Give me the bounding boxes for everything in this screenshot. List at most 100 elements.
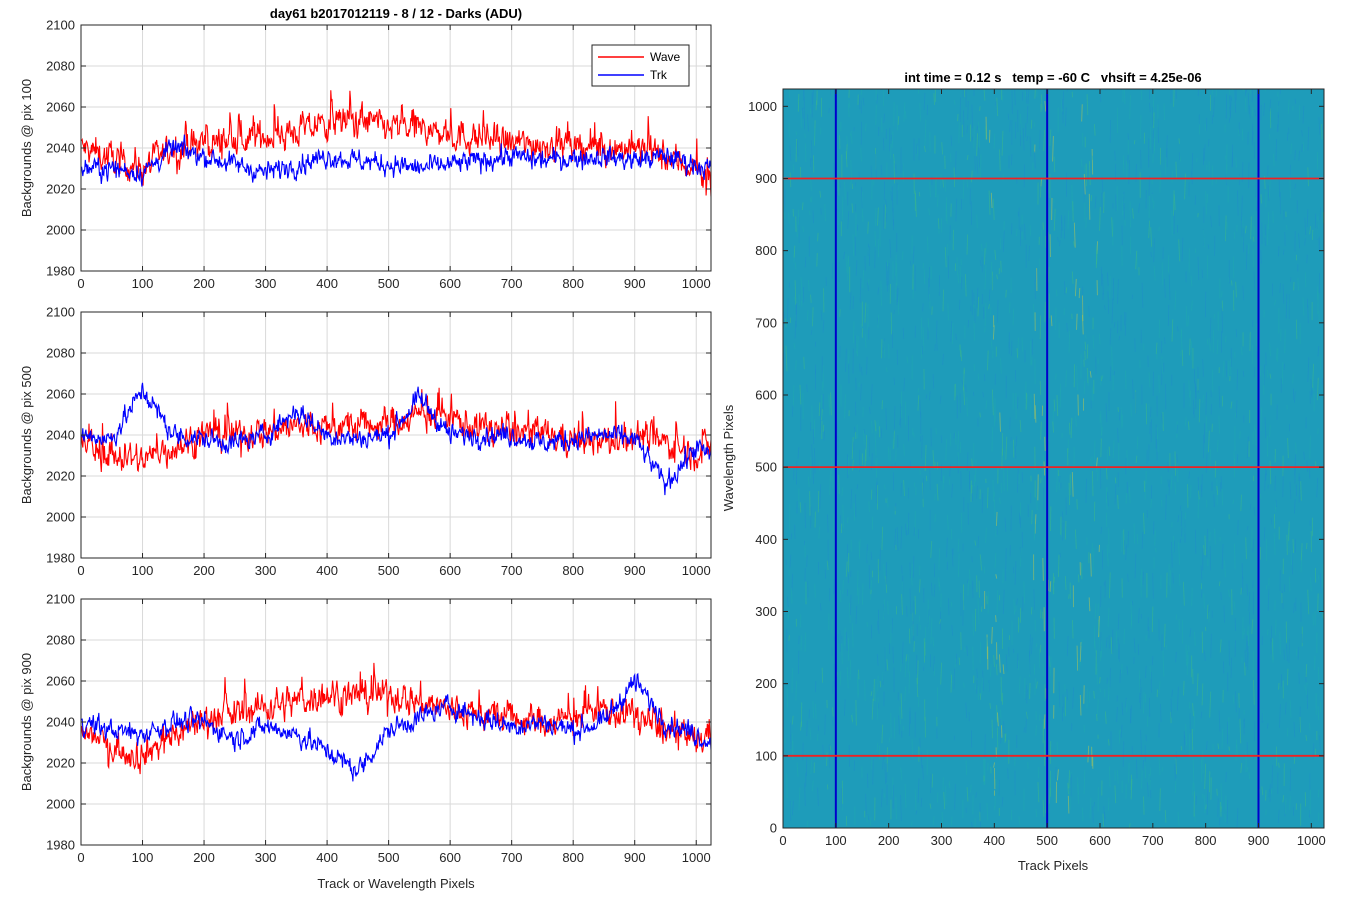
heatmap-streak — [1282, 283, 1285, 304]
heatmap-streak — [997, 712, 999, 727]
heatmap-streak — [838, 179, 841, 189]
heatmap-streak — [1104, 711, 1107, 724]
heatmap-streak — [1191, 152, 1194, 175]
heatmap-streak — [791, 715, 794, 725]
heatmap-streak — [1109, 328, 1112, 345]
heatmap-streak — [1070, 417, 1073, 439]
heatmap-streak — [1168, 274, 1171, 301]
heatmap-streak — [1245, 635, 1248, 652]
heatmap-streak — [1188, 471, 1191, 480]
heatmap-streak — [996, 299, 999, 323]
heatmap-streak — [903, 480, 905, 497]
heatmap-streak — [899, 706, 902, 725]
heatmap-streak — [1114, 785, 1117, 804]
y-tick-label: 2100 — [46, 305, 75, 320]
y-tick-label: 200 — [755, 676, 777, 691]
heatmap-streak — [788, 212, 790, 224]
heatmap-streak — [783, 311, 786, 327]
heatmap-streak — [1092, 548, 1095, 574]
heatmap-streak — [1100, 526, 1103, 534]
heatmap-streak — [1117, 494, 1119, 510]
heatmap-streak — [909, 562, 911, 579]
x-axis-label: Track Pixels — [1018, 858, 1089, 873]
x-tick-label: 600 — [439, 563, 461, 578]
heatmap-streak — [917, 387, 920, 393]
heatmap-streak — [1074, 278, 1077, 297]
heatmap-streak — [1171, 689, 1174, 698]
heatmap-streak — [849, 291, 852, 310]
heatmap-streak — [1154, 530, 1156, 546]
heatmap-streak — [1092, 471, 1094, 497]
heatmap-streak — [1173, 89, 1175, 107]
heatmap-streak — [1318, 237, 1320, 252]
heatmap-streak — [845, 144, 848, 160]
heatmap-streak — [1298, 476, 1301, 503]
heatmap-streak — [939, 395, 942, 404]
heatmap-streak — [1264, 89, 1266, 92]
heatmap-streak — [981, 493, 984, 514]
heatmap-streak — [809, 197, 812, 203]
heatmap-streak — [1135, 250, 1138, 270]
heatmap-streak — [1206, 338, 1209, 345]
heatmap-streak — [851, 715, 853, 722]
heatmap-streak — [1231, 152, 1233, 168]
heatmap-streak — [1159, 170, 1162, 193]
heatmap-streak — [1244, 650, 1247, 668]
heatmap-streak — [1097, 619, 1100, 637]
y-tick-label: 2020 — [46, 756, 75, 771]
heatmap-streak — [1260, 407, 1263, 432]
heatmap-streak — [979, 554, 982, 564]
heatmap-streak — [1128, 159, 1131, 185]
heatmap-streak — [851, 436, 854, 460]
heatmap-streak — [1127, 573, 1129, 582]
heatmap-streak — [995, 615, 997, 623]
heatmap-streak — [1298, 233, 1301, 249]
heatmap-streak — [1024, 91, 1027, 97]
heatmap-streak — [1318, 117, 1321, 135]
heatmap-streak — [1056, 467, 1059, 492]
heatmap-streak — [1071, 184, 1073, 211]
heatmap-streak — [784, 189, 786, 213]
y-axis-label: Backgrounds @ pix 900 — [19, 653, 34, 791]
heatmap-streak — [1178, 138, 1180, 144]
y-axis-label: Backgrounds @ pix 100 — [19, 79, 34, 217]
heatmap-streak — [1153, 265, 1156, 281]
heatmap-streak — [1312, 381, 1315, 391]
heatmap-streak — [985, 400, 988, 410]
heatmap-streak — [845, 561, 848, 577]
heatmap-streak — [1219, 639, 1222, 653]
y-tick-label: 400 — [755, 532, 777, 547]
heatmap-streak — [1264, 416, 1267, 439]
heatmap-streak — [1191, 587, 1193, 606]
heatmap-streak — [1029, 225, 1032, 236]
heatmap-streak — [1246, 630, 1249, 636]
heatmap-streak — [971, 104, 974, 129]
heatmap-streak — [994, 249, 997, 260]
heatmap-streak — [884, 484, 886, 490]
y-tick-label: 2000 — [46, 223, 75, 238]
heatmap-streak — [830, 392, 832, 416]
heatmap-streak — [1191, 781, 1194, 796]
heatmap-streak — [1009, 120, 1011, 133]
heatmap-streak — [1236, 744, 1239, 757]
heatmap-streak — [896, 105, 899, 131]
heatmap-streak — [1035, 725, 1038, 736]
heatmap-streak — [1185, 305, 1188, 327]
heatmap-streak — [804, 133, 807, 139]
heatmap-streak — [1175, 652, 1177, 663]
heatmap-streak — [1274, 299, 1276, 306]
heatmap-streak — [1083, 174, 1086, 195]
y-tick-label: 2080 — [46, 59, 75, 74]
heatmap-streak — [1064, 575, 1067, 590]
heatmap-streak — [1322, 613, 1324, 619]
heatmap-streak — [1150, 251, 1153, 257]
heatmap-streak — [1273, 532, 1276, 555]
heatmap-streak — [1117, 407, 1119, 412]
heatmap-streak — [1252, 539, 1255, 553]
heatmap-streak — [1282, 249, 1285, 255]
heatmap-streak — [1136, 533, 1139, 544]
heatmap-streak — [1156, 426, 1159, 453]
heatmap-streak — [795, 131, 798, 136]
heatmap-streak — [1250, 216, 1252, 240]
heatmap-streak — [918, 579, 921, 593]
